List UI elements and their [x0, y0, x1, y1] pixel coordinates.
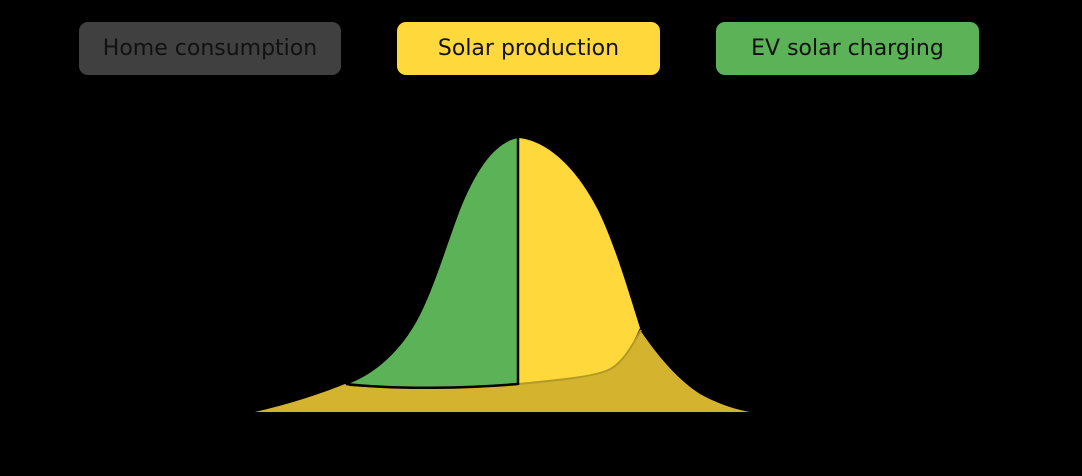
legend-home-consumption: Home consumption — [79, 22, 341, 75]
ev-solar-charging-area — [348, 138, 518, 388]
legend-solar-production-label: Solar production — [437, 36, 620, 61]
ev-baseline-line — [345, 382, 519, 390]
home-consumption-area — [255, 330, 750, 412]
legend-ev-solar-charging-label: EV solar charging — [751, 36, 944, 61]
legend-home-consumption-label: Home consumption — [102, 36, 318, 61]
solar-production-area — [518, 138, 640, 384]
home-consumption-boundary — [517, 329, 642, 385]
legend-solar-production: Solar production — [397, 22, 660, 75]
legend-ev-solar-charging: EV solar charging — [716, 22, 979, 75]
